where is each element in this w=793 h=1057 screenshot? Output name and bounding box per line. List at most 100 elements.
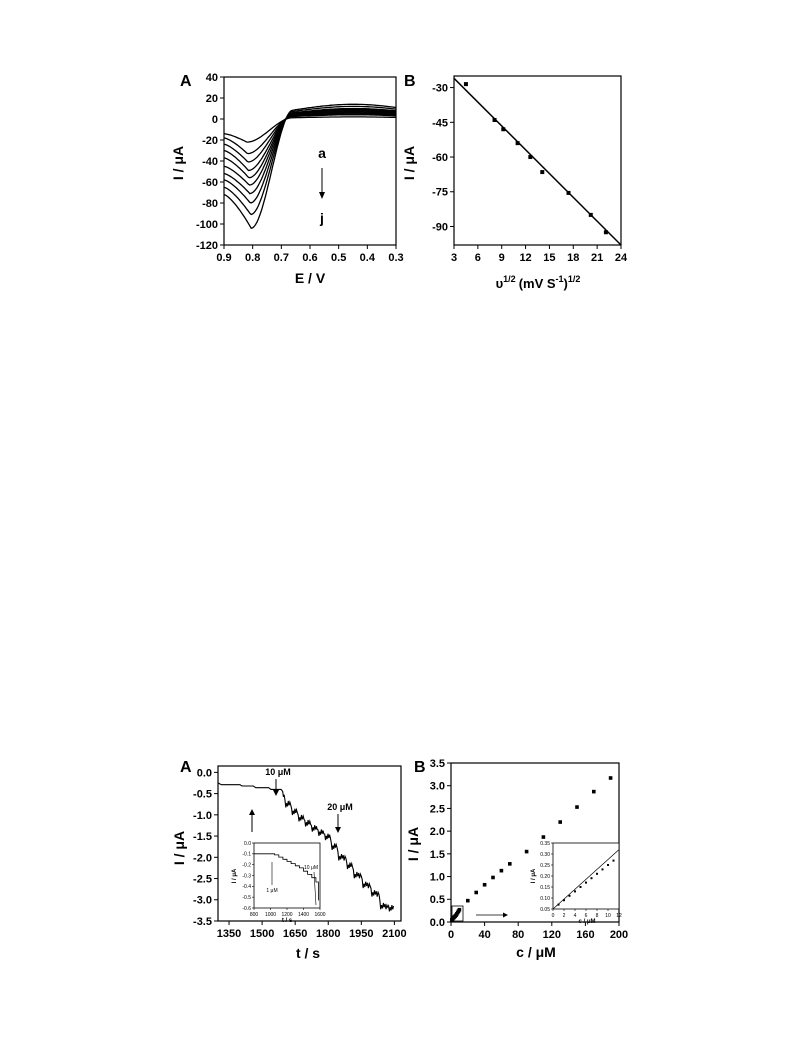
amperometry-y-tick-label: -2.5 [193,873,212,885]
scanrate-x-axis-title-part: 1/2 [503,274,516,284]
calibration-inset-y-tick-label: 0.10 [540,896,550,902]
calibration-inset-data-point [601,868,604,871]
scanrate-x-tick-label: 3 [451,252,457,264]
scanrate-data-point [566,190,571,195]
cv-curve [223,111,397,179]
calibration-panel-b: 0 40 80 120 160 2000.00.51.01.52.02.53.03.5Bc… [405,758,628,960]
calibration-inset-y-axis-title: I / μA [531,868,537,883]
cv-annotation-j: j [319,210,324,226]
scanrate-x-tick-label: 6 [475,252,481,264]
calibration-x-tick-label: 120 [543,929,561,941]
cv-x-tick-label: 0.6 [302,252,317,264]
scanrate-x-tick-label: 18 [567,252,579,264]
calibration-x-tick-label: 0 [448,929,454,941]
amperometry-inset-y-tick-label: -0.1 [242,852,251,858]
calibration-inset-x-tick-label: 0 [552,913,555,919]
calibration-data-point [482,882,487,887]
cv-arrow-head [319,192,325,199]
cv-y-tick-label: -120 [196,240,218,252]
calibration-zoom-box [451,905,464,922]
scanrate-data-point [515,141,520,146]
amperometry-inset-x-tick-label: 1000 [265,912,276,918]
calibration-y-tick-label: 1.0 [430,872,445,884]
calibration-y-axis-title: I / μA [405,827,421,861]
cv-x-axis-title: E / V [295,270,326,286]
calibration-inset-y-tick-label: 0.05 [540,907,550,913]
cv-curves [223,103,397,229]
calibration-inset-y-tick-label: 0.20 [540,874,550,880]
calibration-data-point [592,789,596,794]
calibration-data-point [474,890,478,895]
calibration-y-tick-label: 0.0 [430,917,445,929]
scanrate-y-tick-label: -60 [432,152,448,164]
cv-y-tick-label: -100 [196,219,218,231]
scanrate-data-point [540,170,545,175]
cv-y-tick-label: -20 [202,135,218,147]
cv-y-tick-label: 0 [212,114,218,126]
calibration-inset-data-point [563,899,565,902]
calibration-y-tick-label: 3.5 [430,758,445,770]
calibration-y-tick-label: 2.5 [430,803,445,815]
calibration-inset-data-point [585,881,587,884]
cv-curve [223,105,397,216]
calibration-inset-y-tick-label: 0.15 [540,885,550,891]
calibration-data-point [491,875,495,880]
calibration-data-point [575,805,579,809]
calibration-data-point [608,776,613,780]
amperometry-inset-annotation-10um: 10 μM [304,865,318,871]
panel-label-b-bottom: B [414,759,426,776]
scanrate-y-tick-label: -90 [432,221,448,233]
calibration-inset-y-tick-label: 0.25 [540,863,550,869]
scanrate-y-tick-label: -45 [432,117,448,129]
calibration-x-tick-label: 160 [576,929,594,941]
cv-x-tick-label: 0.8 [245,252,260,264]
scanrate-data-point [603,230,608,235]
amperometry-x-tick-label: 1500 [250,928,274,940]
calibration-data-point [508,862,512,866]
calibration-y-tick-label: 2.0 [430,826,445,838]
calibration-inset-data-point [596,872,598,875]
calibration-inset-x-axis-title: c / μM [578,919,595,925]
cv-y-tick-label: -40 [202,156,218,168]
amperometry-inset-x-tick-label: 1200 [281,912,292,918]
scanrate-x-tick-label: 21 [591,252,603,264]
cv-curve [223,113,397,163]
amperometry-y-tick-label: -2.0 [193,852,212,864]
calibration-inset: 0 2 4 6 8 10 12 0.35 0.30 0.25 0.20 0.15 0.10 0.05 c /… [531,841,622,925]
scanrate-x-axis-title-part: (mV S [519,276,556,291]
panel-label-a-bottom: A [180,759,192,776]
cv-curve [223,107,397,204]
calibration-y-tick-label: 3.0 [430,781,445,793]
calibration-inset-x-tick-label: 4 [574,913,577,919]
calibration-inset-fit-line [552,849,620,910]
amperometry-annotation-10um: 10 μM [265,767,291,777]
calibration-inset-data-point [574,890,576,893]
amperometry-inset-y-tick-label: 0.0 [244,841,251,847]
scanrate-x-tick-label: 24 [615,252,628,264]
amperometry-inset-x-tick-label: 1600 [314,912,325,918]
amperometry-inset: 800 1000 1200 1400 1600 0.0 -0.1 -0.2 -0.3 -0.4 -0… [232,841,326,924]
amperometry-trace [217,782,395,912]
scanrate-y-tick-label: -30 [432,83,448,95]
calibration-data-point [457,907,462,912]
calibration-inset-y-tick-label: 0.30 [540,852,550,858]
amperometry-inset-y-tick-label: -0.3 [242,873,251,879]
calibration-inset-x-tick-label: 12 [616,913,622,919]
panel-label-a-top: A [180,73,192,90]
calibration-x-tick-label: 200 [610,929,628,941]
calibration-inset-data-point [568,894,571,897]
cv-y-axis-title: I / μA [170,146,186,180]
calibration-data-point [541,835,546,839]
cv-x-tick-label: 0.9 [216,252,231,264]
calibration-data-point [499,868,504,873]
cv-x-tick-label: 0.7 [274,252,289,264]
cv-curve [223,108,397,195]
calibration-y-tick-label: 0.5 [430,894,445,906]
scanrate-x-tick-label: 15 [543,252,555,264]
calibration-inset-data-point [607,864,609,866]
scanrate-x-tick-label: 9 [499,252,505,264]
amperometry-x-tick-label: 2100 [382,928,406,940]
amperometry-y-tick-label: -3.5 [193,916,212,928]
